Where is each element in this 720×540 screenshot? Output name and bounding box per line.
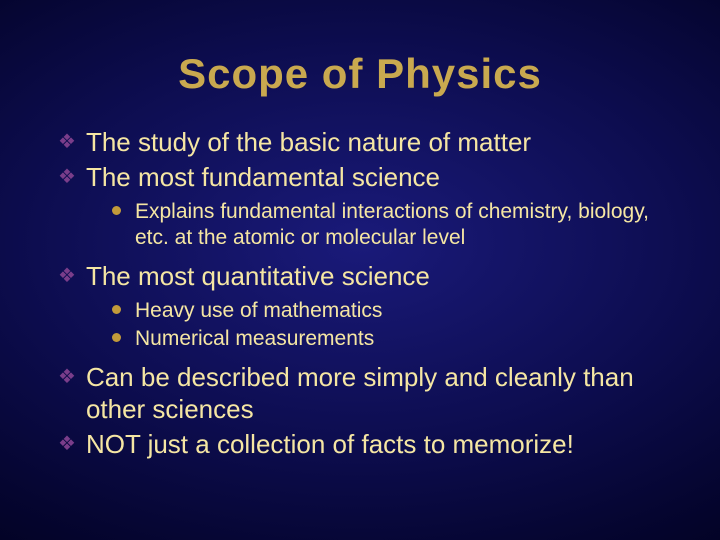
bullet-level1: ❖ The study of the basic nature of matte… [58,126,670,159]
diamond-bullet-icon: ❖ [58,264,76,289]
diamond-bullet-icon: ❖ [58,365,76,390]
diamond-bullet-icon: ❖ [58,432,76,457]
bullet-text: Can be described more simply and cleanly… [86,361,670,426]
bullet-level1: ❖ Can be described more simply and clean… [58,361,670,426]
sub-bullet-text: Numerical measurements [135,326,374,352]
bullet-text: NOT just a collection of facts to memori… [86,428,574,461]
bullet-level1: ❖ The most fundamental science [58,161,670,194]
slide-content: ❖ The study of the basic nature of matte… [50,126,670,460]
bullet-level2: Explains fundamental interactions of che… [112,199,670,252]
bullet-level1: ❖ NOT just a collection of facts to memo… [58,428,670,461]
bullet-text: The most quantitative science [86,260,430,293]
diamond-bullet-icon: ❖ [58,130,76,155]
sub-bullet-group: Explains fundamental interactions of che… [58,199,670,252]
sub-bullet-text: Heavy use of mathematics [135,298,382,324]
slide-title: Scope of Physics [50,50,670,98]
dot-bullet-icon [112,305,121,314]
dot-bullet-icon [112,333,121,342]
sub-bullet-group: Heavy use of mathematics Numerical measu… [58,298,670,353]
bullet-text: The study of the basic nature of matter [86,126,531,159]
bullet-level2: Heavy use of mathematics [112,298,670,324]
sub-bullet-text: Explains fundamental interactions of che… [135,199,670,252]
bullet-text: The most fundamental science [86,161,440,194]
bullet-level1: ❖ The most quantitative science [58,260,670,293]
dot-bullet-icon [112,206,121,215]
diamond-bullet-icon: ❖ [58,165,76,190]
bullet-level2: Numerical measurements [112,326,670,352]
